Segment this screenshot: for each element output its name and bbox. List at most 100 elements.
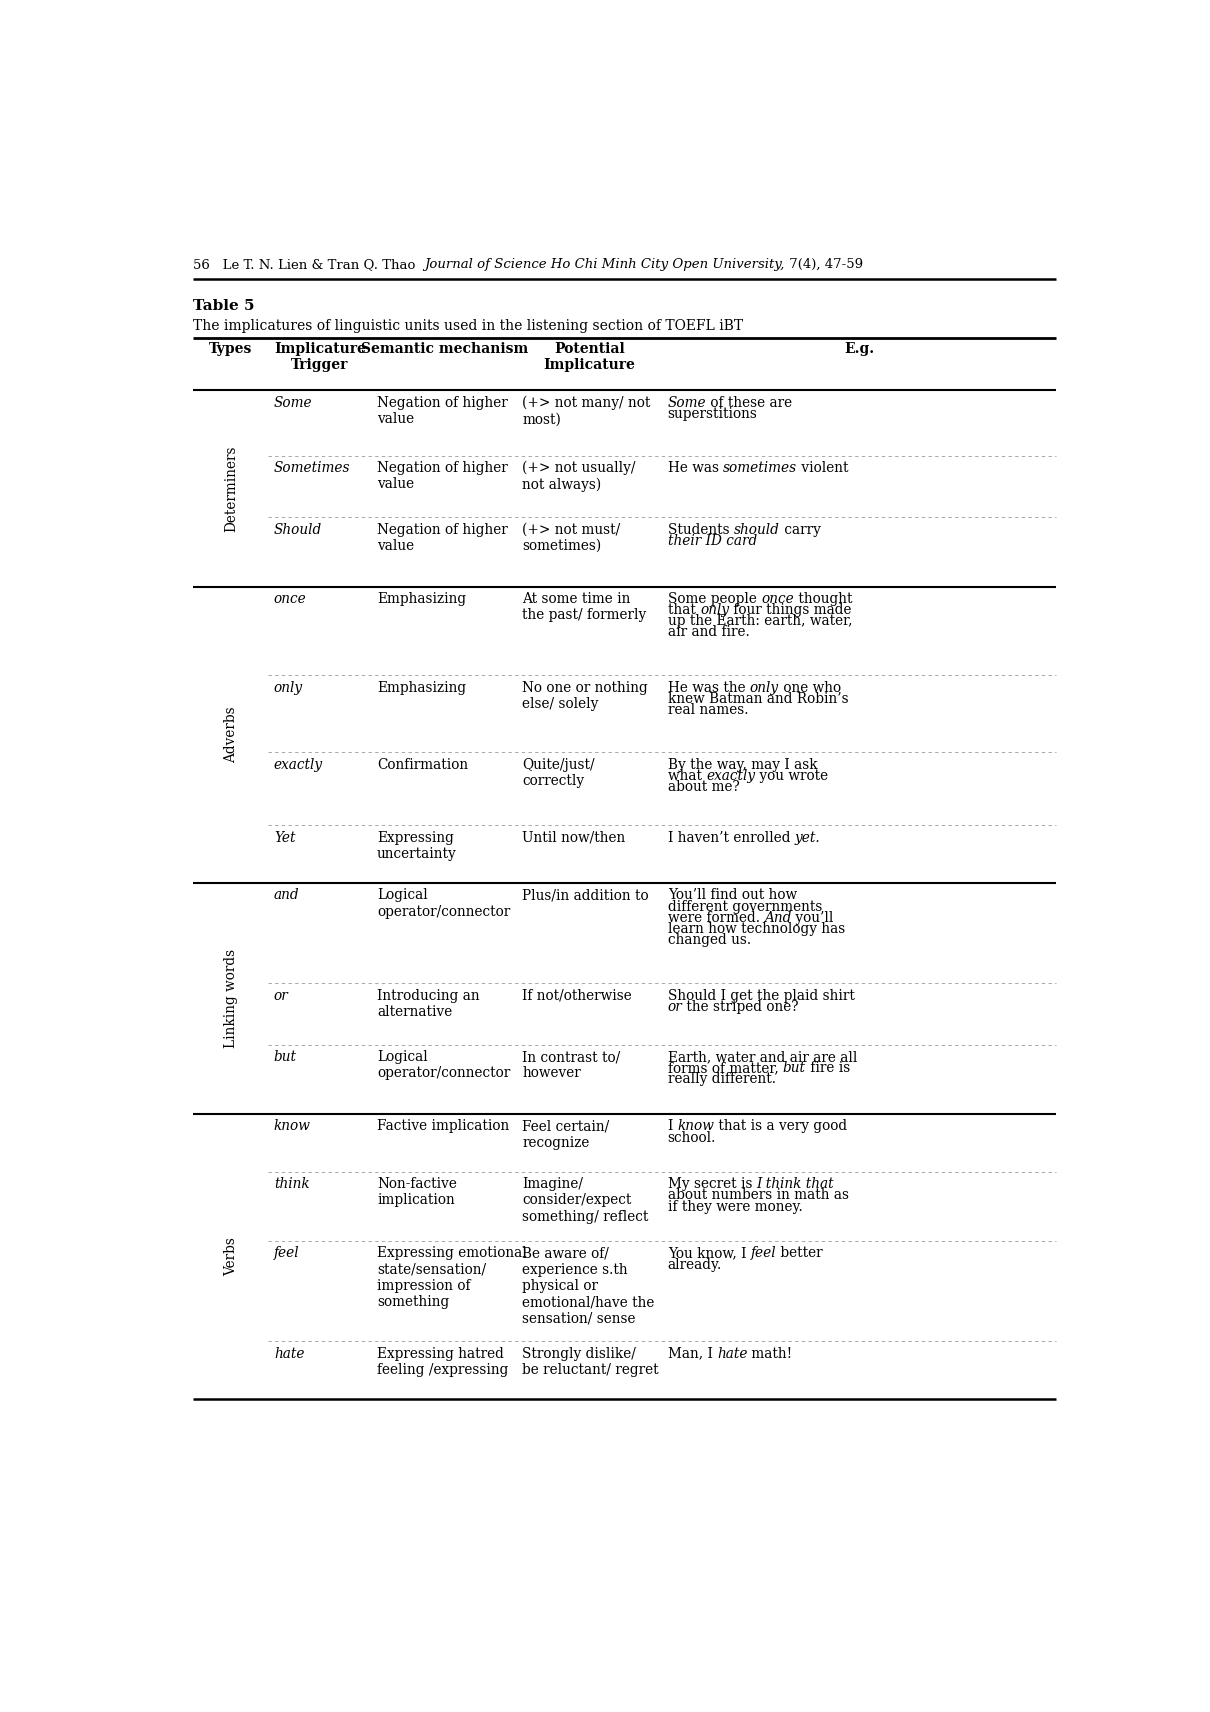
Text: Linking words: Linking words	[224, 948, 238, 1048]
Text: He was: He was	[668, 461, 724, 476]
Text: exactly: exactly	[273, 757, 323, 772]
Text: Confirmation: Confirmation	[378, 757, 468, 772]
Text: what: what	[668, 769, 707, 782]
Text: Factive implication: Factive implication	[378, 1120, 509, 1133]
Text: but: but	[783, 1061, 806, 1075]
Text: four things made: four things made	[730, 603, 852, 616]
Text: Until now/then: Until now/then	[523, 830, 626, 844]
Text: once: once	[273, 592, 306, 606]
Text: Verbs: Verbs	[224, 1238, 238, 1275]
Text: Introducing an
alternative: Introducing an alternative	[378, 988, 479, 1019]
Text: Expressing emotional
state/sensation/
impression of
something: Expressing emotional state/sensation/ im…	[378, 1246, 526, 1310]
Text: I think that: I think that	[756, 1178, 834, 1192]
Text: Logical
operator/connector: Logical operator/connector	[378, 889, 511, 919]
Text: Should: Should	[273, 522, 322, 536]
Text: Earth, water and air are all: Earth, water and air are all	[668, 1049, 857, 1065]
Text: once: once	[761, 592, 794, 606]
Text: forms of matter,: forms of matter,	[668, 1061, 783, 1075]
Text: Adverbs: Adverbs	[224, 707, 238, 764]
Text: Emphasizing: Emphasizing	[378, 681, 466, 695]
Text: one who: one who	[779, 681, 841, 695]
Text: knew Batman and Robin’s: knew Batman and Robin’s	[668, 692, 848, 705]
Text: only: only	[273, 681, 302, 695]
Text: Feel certain/
recognize: Feel certain/ recognize	[523, 1120, 610, 1150]
Text: And: And	[765, 911, 791, 924]
Text: thought: thought	[794, 592, 852, 606]
Text: The implicatures of linguistic units used in the listening section of TOEFL iBT: The implicatures of linguistic units use…	[194, 320, 744, 334]
Text: sometimes: sometimes	[724, 461, 797, 476]
Text: fire is: fire is	[806, 1061, 851, 1075]
Text: know: know	[678, 1120, 714, 1133]
Text: better: better	[777, 1246, 823, 1260]
Text: I haven’t enrolled: I haven’t enrolled	[668, 830, 795, 844]
Text: school.: school.	[668, 1130, 716, 1145]
Text: changed us.: changed us.	[668, 933, 751, 947]
Text: (+> not must/
sometimes): (+> not must/ sometimes)	[523, 522, 621, 553]
Text: that is a very good: that is a very good	[714, 1120, 847, 1133]
Text: about numbers in math as: about numbers in math as	[668, 1188, 848, 1202]
Text: Negation of higher
value: Negation of higher value	[378, 395, 508, 426]
Text: Some: Some	[668, 395, 707, 409]
Text: Journal of Science Ho Chi Minh City Open University,: Journal of Science Ho Chi Minh City Open…	[425, 259, 785, 270]
Text: and: and	[273, 889, 300, 902]
Text: He was the: He was the	[668, 681, 750, 695]
Text: (+> not many/ not
most): (+> not many/ not most)	[523, 395, 651, 426]
Text: Implicature
Trigger: Implicature Trigger	[275, 342, 365, 372]
Text: superstitions: superstitions	[668, 407, 757, 421]
Text: Plus/in addition to: Plus/in addition to	[523, 889, 649, 902]
Text: you wrote: you wrote	[755, 769, 829, 782]
Text: You’ll find out how: You’ll find out how	[668, 889, 797, 902]
Text: Semantic mechanism: Semantic mechanism	[361, 342, 528, 356]
Text: Strongly dislike/
be reluctant/ regret: Strongly dislike/ be reluctant/ regret	[523, 1347, 659, 1376]
Text: Some: Some	[273, 395, 312, 409]
Text: Logical
operator/connector: Logical operator/connector	[378, 1049, 511, 1080]
Text: think: think	[273, 1178, 310, 1192]
Text: hate: hate	[273, 1347, 305, 1361]
Text: E.g.: E.g.	[845, 342, 875, 356]
Text: Expressing hatred
feeling /expressing: Expressing hatred feeling /expressing	[378, 1347, 508, 1376]
Text: or: or	[668, 1000, 682, 1014]
Text: 7(4), 47-59: 7(4), 47-59	[785, 259, 863, 270]
Text: Expressing
uncertainty: Expressing uncertainty	[378, 830, 457, 861]
Text: yet.: yet.	[795, 830, 820, 844]
Text: of these are: of these are	[707, 395, 793, 409]
Text: Determiners: Determiners	[224, 445, 238, 532]
Text: At some time in
the past/ formerly: At some time in the past/ formerly	[523, 592, 646, 621]
Text: but: but	[273, 1049, 296, 1065]
Text: violent: violent	[797, 461, 848, 476]
Text: learn how technology has: learn how technology has	[668, 923, 845, 936]
Text: already.: already.	[668, 1258, 722, 1272]
Text: Be aware of/
experience s.th
physical or
emotional/have the
sensation/ sense: Be aware of/ experience s.th physical or…	[523, 1246, 655, 1325]
Text: different governments: different governments	[668, 899, 822, 914]
Text: Table 5: Table 5	[194, 300, 255, 313]
Text: that: that	[668, 603, 701, 616]
Text: Yet: Yet	[273, 830, 295, 844]
Text: exactly: exactly	[707, 769, 755, 782]
Text: Man, I: Man, I	[668, 1347, 718, 1361]
Text: real names.: real names.	[668, 704, 748, 717]
Text: Sometimes: Sometimes	[273, 461, 351, 476]
Text: their ID card: their ID card	[668, 534, 757, 548]
Text: Imagine/
consider/expect
something/ reflect: Imagine/ consider/expect something/ refl…	[523, 1178, 649, 1224]
Text: Non-factive
implication: Non-factive implication	[378, 1178, 457, 1207]
Text: about me?: about me?	[668, 781, 739, 794]
Text: Emphasizing: Emphasizing	[378, 592, 466, 606]
Text: In contrast to/
however: In contrast to/ however	[523, 1049, 621, 1080]
Text: Potential
Implicature: Potential Implicature	[543, 342, 635, 372]
Text: Some people: Some people	[668, 592, 761, 606]
Text: if they were money.: if they were money.	[668, 1200, 802, 1214]
Text: Quite/just/
correctly: Quite/just/ correctly	[523, 757, 595, 788]
Text: No one or nothing
else/ solely: No one or nothing else/ solely	[523, 681, 649, 710]
Text: were formed.: were formed.	[668, 911, 765, 924]
Text: Negation of higher
value: Negation of higher value	[378, 461, 508, 491]
Text: air and fire.: air and fire.	[668, 625, 749, 640]
Text: the striped one?: the striped one?	[682, 1000, 799, 1014]
Text: feel: feel	[273, 1246, 300, 1260]
Text: really different.: really different.	[668, 1072, 776, 1087]
Text: you’ll: you’ll	[791, 911, 834, 924]
Text: If not/otherwise: If not/otherwise	[523, 988, 632, 1003]
Text: math!: math!	[748, 1347, 793, 1361]
Text: only: only	[750, 681, 779, 695]
Text: up the Earth: earth, water,: up the Earth: earth, water,	[668, 615, 852, 628]
Text: (+> not usually/
not always): (+> not usually/ not always)	[523, 461, 636, 491]
